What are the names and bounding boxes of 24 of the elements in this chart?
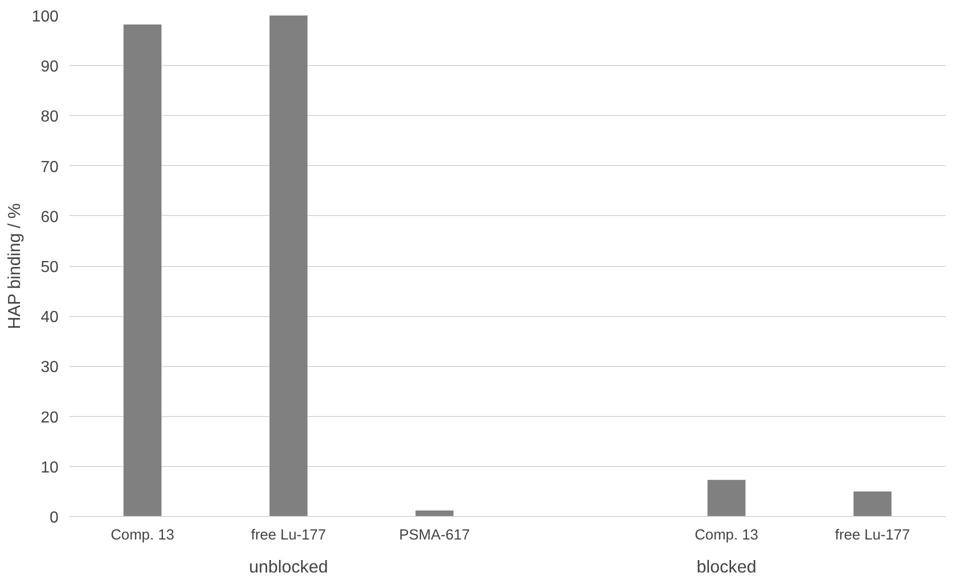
- y-tick-label: 50: [40, 259, 59, 276]
- y-axis-title: HAP binding / %: [4, 203, 24, 330]
- text: blocked: [696, 556, 756, 576]
- bar: [124, 24, 162, 516]
- y-tick-label: 70: [40, 158, 59, 176]
- text: unblocked: [249, 556, 328, 576]
- bar: [854, 491, 892, 516]
- y-tick-label: 30: [40, 359, 59, 376]
- y-tick-label: 20: [40, 409, 59, 426]
- y-tick-label: 0: [50, 510, 59, 526]
- x-tick-label: free Lu-177: [251, 528, 326, 544]
- bar: [270, 16, 308, 516]
- bar: [708, 480, 746, 516]
- y-tick-label: 40: [40, 309, 59, 326]
- y-tick-label: 10: [40, 459, 59, 476]
- y-tick-label: 90: [40, 58, 59, 76]
- bar: [416, 510, 454, 516]
- x-tick-label: free Lu-177: [835, 528, 910, 544]
- y-tick-label: 100: [32, 8, 59, 26]
- y-tick-label: 60: [40, 208, 59, 226]
- x-tick-label: Comp. 13: [694, 528, 758, 544]
- x-tick-label: PSMA-617: [399, 528, 470, 544]
- x-tick-label: Comp. 13: [110, 528, 174, 544]
- y-tick-label: 80: [40, 108, 59, 126]
